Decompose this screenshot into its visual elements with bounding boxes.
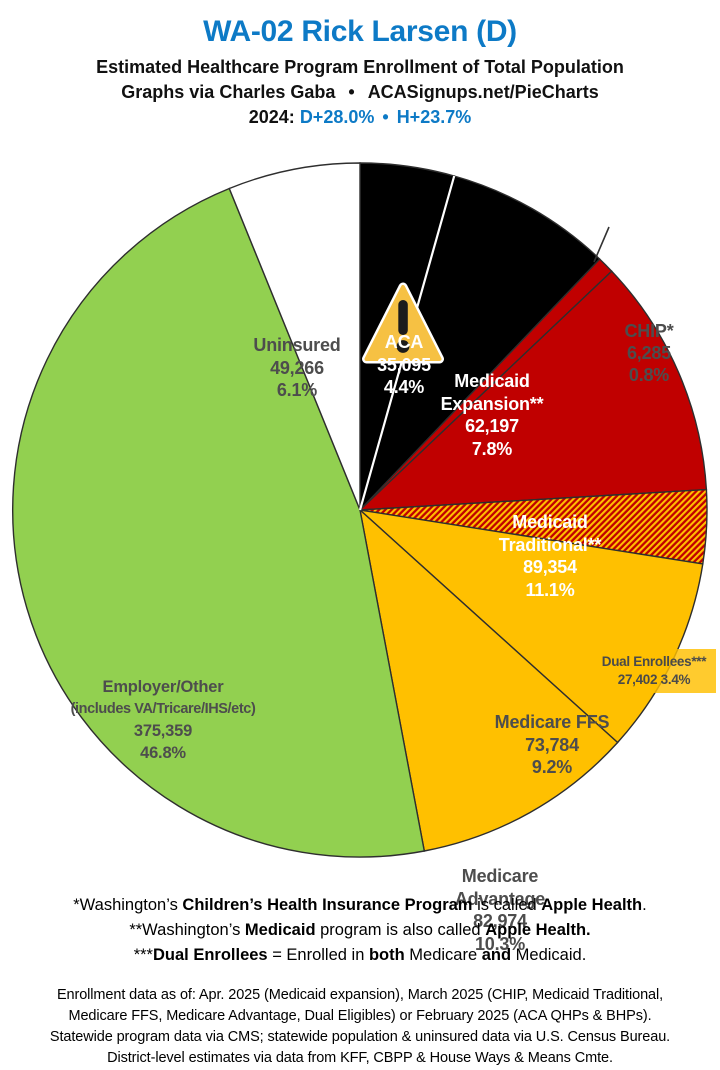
- election-year: 2024:: [248, 107, 295, 127]
- footnote-dual: ***Dual Enrollees = Enrolled in both Med…: [133, 946, 587, 964]
- credit-site: ACASignups.net/PieCharts: [367, 82, 599, 102]
- slice-label-aca: ACA 35,095 4.4%: [377, 332, 431, 397]
- slice-label-medicare-advantage: Medicare Advantage 82,974 10.3%: [454, 866, 546, 954]
- d-margin: D+28.0%: [299, 107, 375, 127]
- warning-icon: [362, 282, 444, 364]
- credit-line: Graphs via Charles Gaba • ACASignups.net/P…: [0, 82, 720, 103]
- bullet-separator: •: [382, 107, 389, 127]
- chip-callout-line: [593, 226, 610, 263]
- pie-slice-employer-other: [12, 187, 426, 858]
- slice-label-dual-enrollees: Dual Enrollees*** 27,402 3.4%: [592, 649, 716, 693]
- pie-chart: ACA 35,095 4.4% Medicaid Expansion** 62,…: [0, 150, 720, 954]
- bullet-separator: •: [348, 82, 355, 102]
- slice-label-uninsured: Uninsured 49,266 6.1%: [253, 335, 341, 400]
- pie-slice-medicaid-traditional: [358, 270, 708, 511]
- slice-label-medicaid-traditional: Medicaid Traditional** 89,354 11.1%: [498, 512, 602, 600]
- pie-svg: [12, 162, 708, 858]
- footnote-medicaid: **Washington’s Medicaid program is also …: [129, 921, 591, 939]
- slice-label-medicaid-expansion: Medicaid Expansion** 62,197 7.8%: [440, 371, 544, 459]
- pie-slice-medicaid-expansion: [359, 175, 601, 511]
- slice-label-medicare-ffs: Medicare FFS 73,784 9.2%: [494, 712, 610, 777]
- credit-prefix: Graphs via Charles Gaba: [121, 82, 336, 102]
- election-margins: 2024: D+28.0% • H+23.7%: [0, 107, 720, 128]
- source-note: Enrollment data as of: Apr. 2025 (Medica…: [49, 987, 671, 1066]
- pie-slice-uninsured: [228, 162, 361, 511]
- page-title: WA-02 Rick Larsen (D): [203, 15, 517, 48]
- slice-label-chip: CHIP* 6,285 0.8%: [624, 321, 674, 385]
- h-margin: H+23.7%: [396, 107, 472, 127]
- pie-slices: [12, 162, 708, 858]
- footnote-chip: *Washington’s Children’s Health Insuranc…: [73, 896, 647, 914]
- subtitle: Estimated Healthcare Program Enrollment …: [96, 57, 624, 77]
- footnotes: *Washington’s Children’s Health Insuranc…: [0, 893, 720, 968]
- slice-label-employer-other: Employer/Other (includes VA/Tricare/IHS/…: [70, 678, 256, 762]
- pie-slice-medicare-advantage: [358, 508, 619, 852]
